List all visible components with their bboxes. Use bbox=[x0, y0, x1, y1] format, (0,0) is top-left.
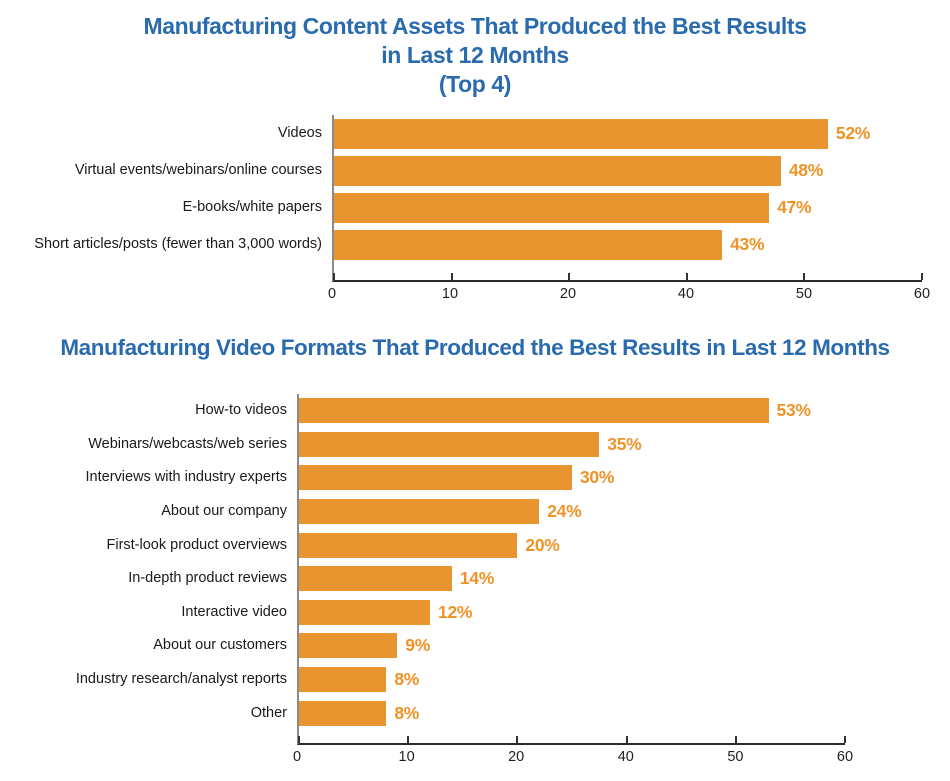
category-label: Virtual events/webinars/online courses bbox=[74, 161, 322, 178]
axis-tick-label: 20 bbox=[559, 286, 577, 302]
title-line: Manufacturing Content Assets That Produc… bbox=[143, 13, 807, 39]
axis-tick-label: 10 bbox=[398, 748, 415, 765]
bar-row: 35% bbox=[299, 428, 845, 462]
bar bbox=[334, 155, 781, 186]
value-label: 12% bbox=[438, 601, 473, 622]
x-axis-tick-labels: 0 10 20 40 50 60 bbox=[328, 282, 930, 308]
value-label: 8% bbox=[394, 702, 420, 723]
bar bbox=[299, 532, 518, 558]
chart-content-assets-title: Manufacturing Content Assets That Produc… bbox=[0, 0, 950, 99]
bar bbox=[299, 700, 387, 726]
bar-row: 52% bbox=[334, 115, 922, 152]
bar bbox=[299, 566, 452, 592]
category-label: Other bbox=[250, 704, 287, 721]
axis-tick-label: 60 bbox=[836, 748, 854, 765]
value-label: 8% bbox=[394, 669, 420, 690]
axis-tick bbox=[625, 735, 628, 743]
chart-video-formats-title: Manufacturing Video Formats That Produce… bbox=[0, 308, 950, 362]
plot-area: 53% 35% 30% 24% 20% 14% 12% 9% 8% 8% bbox=[297, 394, 846, 745]
bar-row: 8% bbox=[299, 696, 845, 730]
axis-tick bbox=[568, 273, 571, 280]
axis-tick bbox=[333, 273, 335, 280]
value-label: 35% bbox=[607, 433, 642, 454]
bar-row: 43% bbox=[334, 226, 922, 263]
axis-tick-label: 20 bbox=[508, 748, 525, 765]
value-label: 43% bbox=[730, 234, 765, 254]
title-line: in Last 12 Months bbox=[381, 42, 569, 68]
category-label: In-depth product reviews bbox=[128, 570, 287, 587]
value-label: 14% bbox=[459, 568, 495, 589]
bar bbox=[334, 118, 828, 149]
bar-row: 47% bbox=[334, 189, 922, 226]
x-axis-tick-labels: 0 10 20 40 50 60 bbox=[293, 745, 853, 771]
bar bbox=[299, 599, 431, 625]
chart-video-formats: Manufacturing Video Formats That Produce… bbox=[0, 308, 950, 771]
category-labels-column: Videos Virtual events/webinars/online cou… bbox=[0, 115, 332, 282]
bar bbox=[299, 633, 398, 659]
value-label: 52% bbox=[835, 123, 871, 143]
bar bbox=[299, 667, 387, 693]
title-line: Manufacturing Video Formats That Produce… bbox=[60, 335, 890, 360]
bar-row: 8% bbox=[299, 663, 845, 697]
category-label: Interactive video bbox=[181, 603, 287, 620]
bar-row: 48% bbox=[334, 152, 922, 189]
value-label: 20% bbox=[525, 534, 560, 555]
axis-tick-label: 40 bbox=[617, 748, 634, 765]
value-label: 30% bbox=[580, 467, 615, 488]
category-label: How-to videos bbox=[195, 402, 287, 419]
bar-row: 53% bbox=[299, 394, 845, 428]
axis-tick bbox=[298, 735, 300, 743]
category-label: Videos bbox=[277, 124, 322, 141]
axis-tick bbox=[450, 273, 453, 280]
category-label: Short articles/posts (fewer than 3,000 w… bbox=[34, 235, 322, 252]
category-label: About our customers bbox=[153, 637, 287, 654]
bar-row: 24% bbox=[299, 495, 845, 529]
category-label: First-look product overviews bbox=[106, 536, 288, 553]
axis-tick bbox=[734, 735, 737, 743]
axis-tick bbox=[516, 735, 519, 743]
category-label: E-books/white papers bbox=[182, 198, 322, 215]
axis-tick-label: 40 bbox=[677, 286, 695, 302]
category-label: Webinars/webcasts/web series bbox=[88, 435, 287, 452]
bar bbox=[299, 398, 769, 424]
axis-tick-label: 10 bbox=[441, 286, 459, 302]
title-line: (Top 4) bbox=[438, 71, 512, 97]
category-label: About our company bbox=[161, 502, 287, 519]
axis-tick bbox=[921, 273, 923, 280]
axis-tick-label: 50 bbox=[727, 748, 744, 765]
chart-body: Videos Virtual events/webinars/online cou… bbox=[0, 115, 950, 282]
value-label: 47% bbox=[777, 197, 812, 217]
axis-tick bbox=[844, 735, 846, 743]
bar-row: 12% bbox=[299, 596, 845, 630]
axis-tick-label: 0 bbox=[327, 286, 337, 302]
axis-tick-label: 50 bbox=[795, 286, 813, 302]
chart-body: How-to videos Webinars/webcasts/web serie… bbox=[0, 394, 950, 745]
category-label: Interviews with industry experts bbox=[85, 469, 287, 486]
bar bbox=[299, 499, 540, 525]
value-label: 24% bbox=[547, 501, 582, 522]
bar bbox=[299, 431, 600, 457]
axis-tick-label: 60 bbox=[913, 286, 931, 302]
axis-tick bbox=[685, 273, 688, 280]
bar bbox=[299, 465, 572, 491]
axis-tick bbox=[803, 273, 806, 280]
category-labels-column: How-to videos Webinars/webcasts/web serie… bbox=[0, 394, 297, 745]
bar-row: 9% bbox=[299, 629, 845, 663]
chart-content-assets: Manufacturing Content Assets That Produc… bbox=[0, 0, 950, 308]
value-label: 48% bbox=[788, 160, 824, 180]
axis-tick-label: 0 bbox=[292, 748, 302, 765]
bar bbox=[334, 229, 723, 260]
plot-area: 52% 48% 47% 43% bbox=[332, 115, 923, 282]
bar-row: 14% bbox=[299, 562, 845, 596]
bar bbox=[334, 192, 770, 223]
bar-row: 30% bbox=[299, 461, 845, 495]
category-label: Industry research/analyst reports bbox=[75, 670, 287, 687]
value-label: 9% bbox=[405, 635, 430, 656]
value-label: 53% bbox=[776, 400, 811, 421]
bar-row: 20% bbox=[299, 528, 845, 562]
axis-tick bbox=[407, 735, 410, 743]
